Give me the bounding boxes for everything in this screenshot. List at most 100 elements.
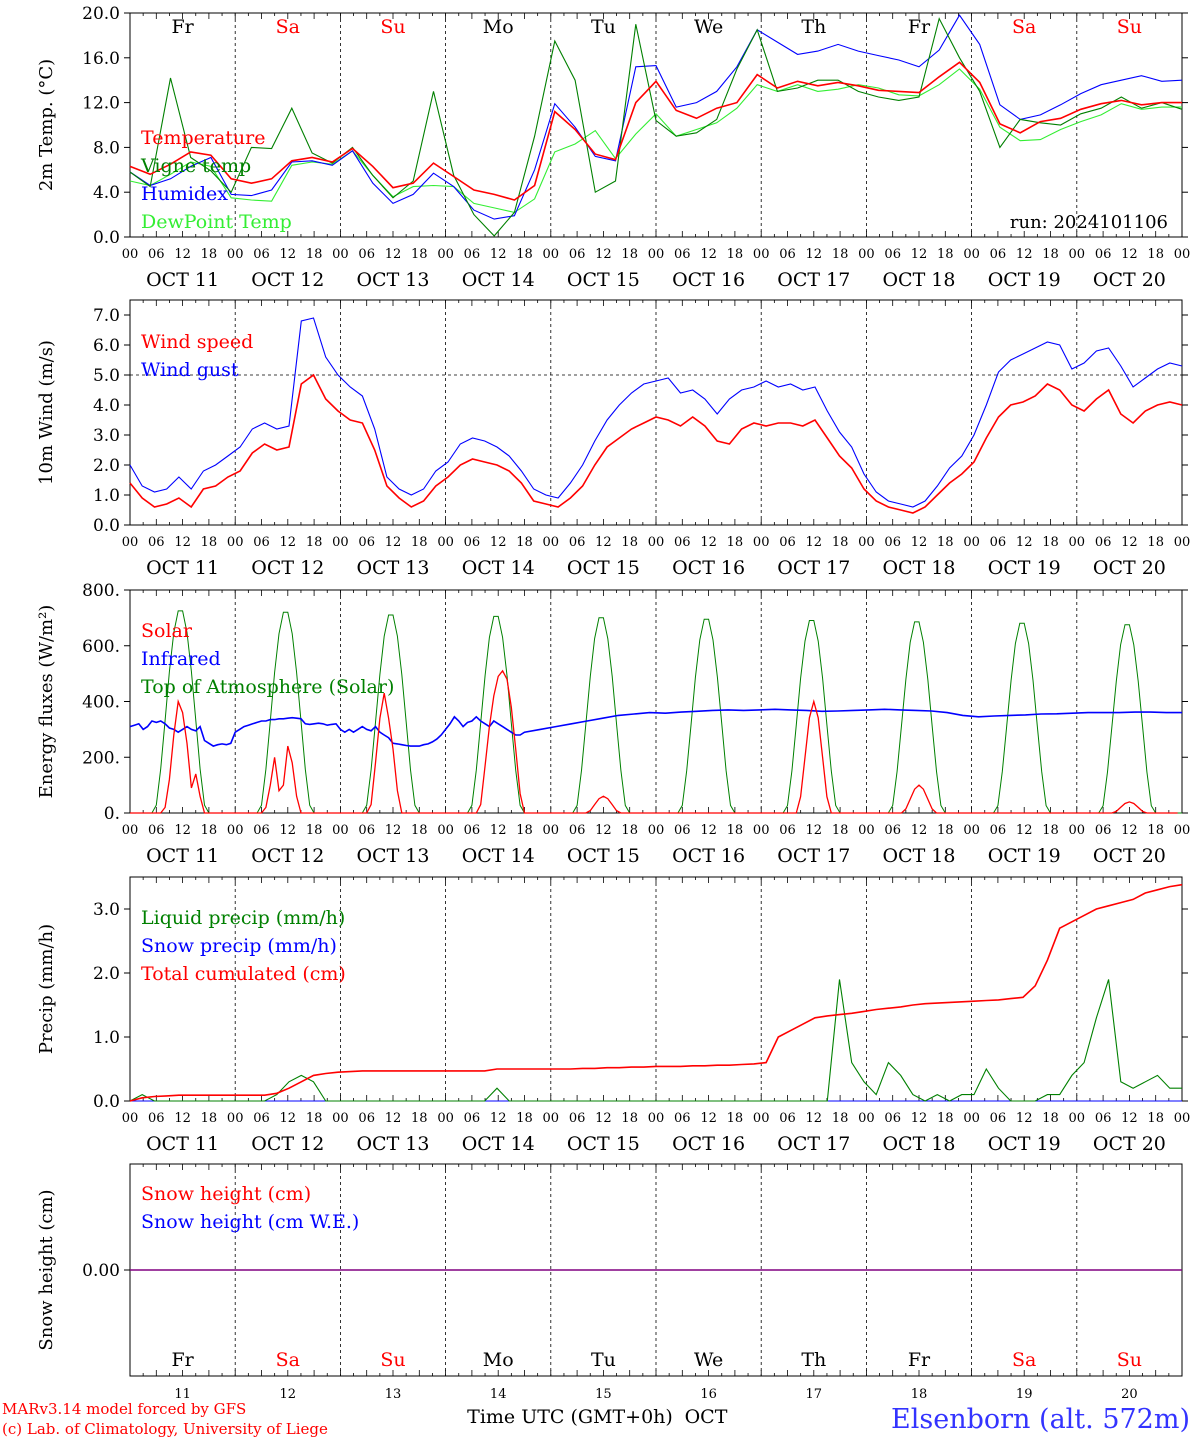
hour-tick-label: 18 (516, 535, 533, 550)
hour-tick-label: 06 (884, 1111, 901, 1126)
month-label: OCT (685, 1406, 728, 1428)
hour-tick-label: 00 (753, 823, 770, 838)
hour-tick-label: 00 (648, 823, 665, 838)
hour-tick-label: 12 (1121, 823, 1138, 838)
hour-tick-label: 00 (753, 1111, 770, 1126)
day-of-week-label: Mo (483, 16, 514, 38)
day-of-week-label: Fr (908, 1349, 931, 1371)
hour-tick-label: 12 (174, 535, 191, 550)
series-line-humidex (129, 14, 1183, 220)
hour-tick-label: 18 (411, 1111, 428, 1126)
model-credit: MARv3.14 model forced by GFS (2, 1400, 246, 1418)
legend-entry: Temperature (141, 127, 265, 149)
y-axis-label: Precip (mm/h) (36, 924, 57, 1054)
hour-tick-label: 06 (148, 247, 165, 262)
hour-tick-label: 18 (832, 535, 849, 550)
hour-tick-label: 06 (779, 823, 796, 838)
hour-tick-label: 06 (990, 823, 1007, 838)
series-line-liquid-precip-mm-h- (129, 979, 1182, 1102)
hour-tick-label: 12 (595, 535, 612, 550)
y-tick-label: 2.0 (93, 964, 120, 984)
hour-tick-label: 06 (464, 535, 481, 550)
date-label: OCT 12 (251, 557, 324, 579)
hour-tick-label: 12 (595, 247, 612, 262)
hour-tick-label: 18 (832, 247, 849, 262)
date-label: OCT 15 (567, 1133, 640, 1155)
hour-tick-label: 06 (884, 535, 901, 550)
date-label: OCT 19 (988, 269, 1061, 291)
hour-tick-label: 12 (806, 823, 823, 838)
hour-tick-label: 18 (306, 247, 323, 262)
y-tick-label: 2.0 (93, 456, 120, 476)
hour-tick-label: 12 (911, 823, 928, 838)
hour-tick-label: 06 (990, 1111, 1007, 1126)
hour-tick-label: 06 (990, 535, 1007, 550)
date-label: OCT 18 (882, 269, 955, 291)
day-of-week-label: Su (380, 16, 405, 38)
hour-tick-label: 06 (1095, 535, 1112, 550)
hour-tick-label: 00 (543, 1111, 560, 1126)
hour-tick-label: 06 (358, 247, 375, 262)
date-label: OCT 11 (146, 845, 219, 867)
y-axis-label: Snow height (cm) (36, 1189, 57, 1350)
legend-entry: Solar (141, 620, 193, 642)
run-label: run: 2024101106 (1010, 212, 1168, 233)
day-number-label: 15 (595, 1387, 612, 1402)
date-label: OCT 18 (882, 1133, 955, 1155)
hour-tick-label: 12 (595, 1111, 612, 1126)
hour-tick-label: 12 (595, 823, 612, 838)
hour-tick-label: 18 (832, 823, 849, 838)
hour-tick-label: 18 (937, 535, 954, 550)
day-of-week-label: We (694, 1349, 723, 1371)
hour-tick-label: 18 (201, 1111, 218, 1126)
day-of-week-label: Fr (908, 16, 931, 38)
date-label: OCT 11 (146, 557, 219, 579)
y-tick-label: 4.0 (93, 183, 120, 203)
hour-tick-label: 12 (280, 247, 297, 262)
y-tick-label: 3.0 (93, 900, 120, 920)
series-line-vigne-temp (129, 17, 1183, 237)
hour-tick-label: 00 (543, 535, 560, 550)
date-label: OCT 14 (462, 269, 535, 291)
hour-tick-label: 06 (674, 1111, 691, 1126)
y-tick-label: 0.00 (82, 1261, 120, 1281)
day-number-label: 13 (385, 1387, 402, 1402)
hour-tick-label: 00 (1174, 823, 1191, 838)
legend-entry: Snow height (cm) (141, 1183, 311, 1205)
date-label: OCT 16 (672, 557, 745, 579)
hour-tick-label: 06 (674, 247, 691, 262)
hour-tick-label: 00 (227, 1111, 244, 1126)
hour-tick-label: 12 (700, 247, 717, 262)
hour-tick-label: 12 (1121, 1111, 1138, 1126)
day-number-label: 20 (1121, 1387, 1138, 1402)
hour-tick-label: 06 (358, 1111, 375, 1126)
hour-tick-label: 06 (253, 535, 270, 550)
hour-tick-label: 12 (1121, 247, 1138, 262)
hour-tick-label: 00 (227, 247, 244, 262)
hour-tick-label: 12 (385, 823, 402, 838)
series-line-wind-speed (129, 373, 1183, 514)
hour-tick-label: 06 (569, 247, 586, 262)
hour-tick-label: 06 (148, 535, 165, 550)
legend-entry: Total cumulated (cm) (141, 963, 346, 985)
hour-tick-label: 00 (963, 247, 980, 262)
station-name: Elsenborn (alt. 572m) (891, 1404, 1190, 1435)
y-tick-label: 3.0 (93, 426, 120, 446)
hour-tick-label: 06 (148, 1111, 165, 1126)
hour-tick-label: 06 (779, 247, 796, 262)
hour-tick-label: 12 (700, 823, 717, 838)
hour-tick-label: 18 (1042, 247, 1059, 262)
date-label: OCT 17 (777, 1133, 850, 1155)
date-label: OCT 17 (777, 269, 850, 291)
date-label: OCT 13 (356, 1133, 429, 1155)
date-label: OCT 15 (567, 269, 640, 291)
hour-tick-label: 00 (227, 535, 244, 550)
hour-tick-label: 00 (122, 535, 139, 550)
hour-tick-label: 00 (963, 823, 980, 838)
legend-entry: Wind gust (141, 359, 239, 381)
hour-tick-label: 12 (280, 1111, 297, 1126)
hour-tick-label: 00 (122, 247, 139, 262)
hour-tick-label: 00 (1174, 247, 1191, 262)
day-number-label: 14 (490, 1387, 507, 1402)
date-label: OCT 16 (672, 269, 745, 291)
